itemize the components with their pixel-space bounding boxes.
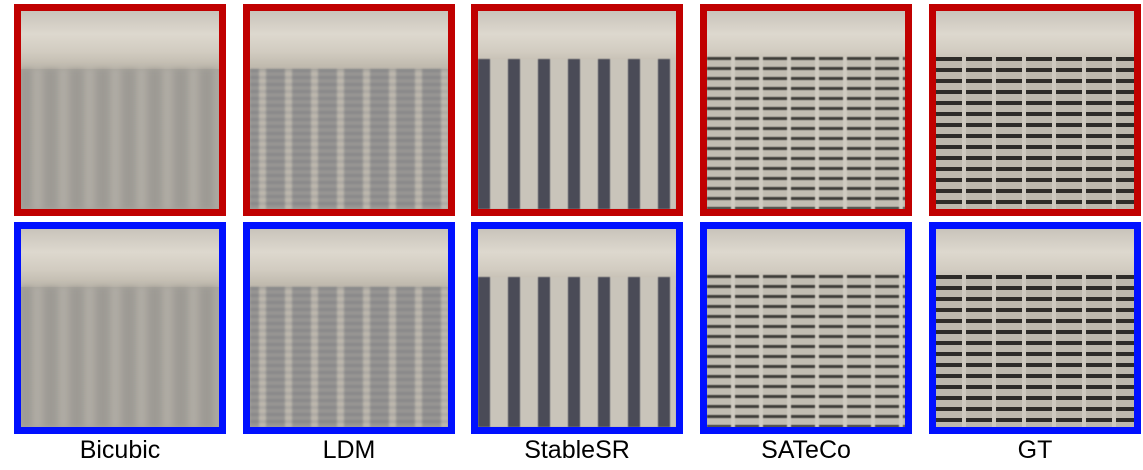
image-panel	[929, 4, 1141, 216]
image-panel	[14, 4, 226, 216]
image-panel	[471, 4, 683, 216]
image-panel	[700, 4, 912, 216]
method-label: GT	[929, 436, 1141, 465]
image-panel	[471, 222, 683, 434]
image-panel	[243, 4, 455, 216]
method-label: SATeCo	[700, 436, 912, 465]
figure: Bicubic LDM StableSR SATeCo GT	[0, 0, 1143, 470]
image-panel	[14, 222, 226, 434]
method-label: Bicubic	[14, 436, 226, 465]
image-panel	[700, 222, 912, 434]
method-label: LDM	[243, 436, 455, 465]
method-label: StableSR	[471, 436, 683, 465]
image-panel	[243, 222, 455, 434]
image-panel	[929, 222, 1141, 434]
